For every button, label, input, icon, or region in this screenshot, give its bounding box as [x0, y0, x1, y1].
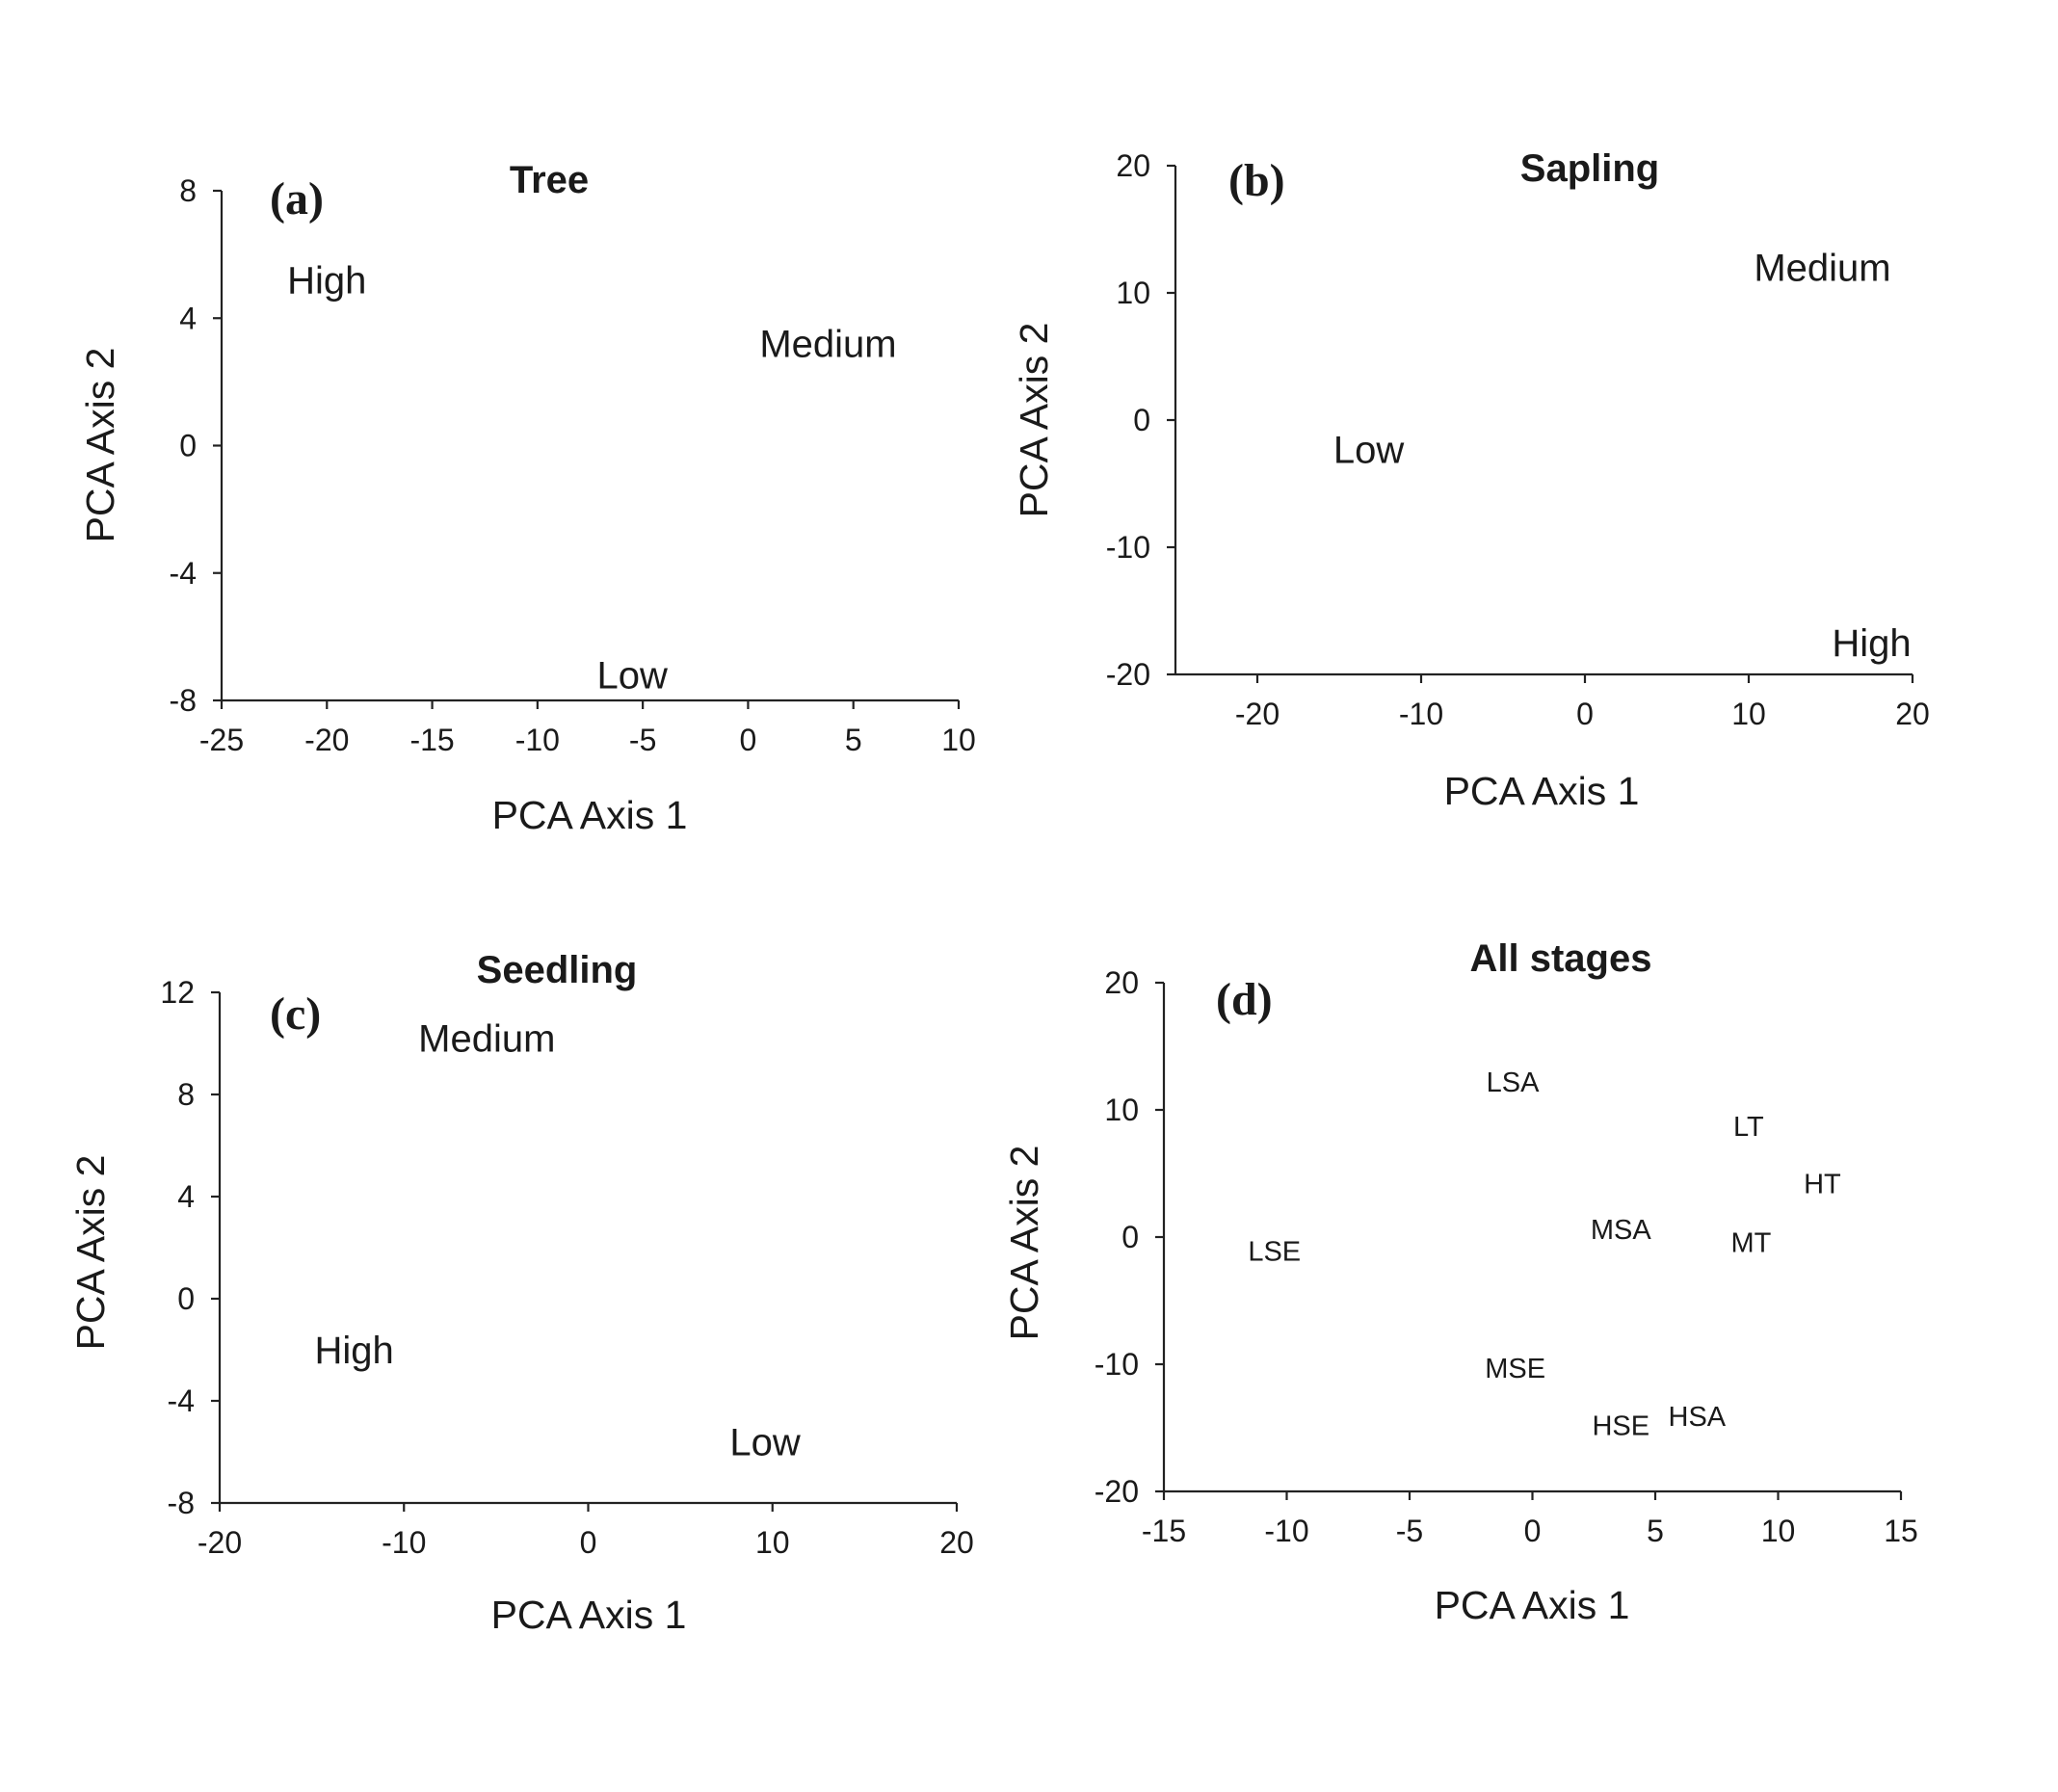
x-tick-label: -20 [1235, 697, 1280, 731]
data-point-label: Medium [759, 324, 896, 366]
x-tick-label: -15 [409, 723, 454, 757]
x-tick-label: 10 [1761, 1514, 1796, 1548]
x-tick-label: 0 [1524, 1514, 1542, 1548]
y-axis-label: PCA Axis 2 [78, 348, 122, 543]
chart-title: Tree [510, 159, 589, 201]
panel-letter: (c) [270, 988, 321, 1040]
data-point-label: LT [1733, 1112, 1764, 1143]
x-tick-label: 0 [740, 723, 757, 757]
y-tick-label: 12 [160, 975, 195, 1010]
x-tick-label: -10 [1399, 697, 1443, 731]
x-tick-label: 5 [845, 723, 862, 757]
data-point-label: MT [1731, 1227, 1772, 1258]
x-axis-label: PCA Axis 1 [492, 793, 688, 837]
data-point-label: Medium [1754, 248, 1890, 290]
data-point-label: HSE [1592, 1410, 1649, 1441]
x-tick-label: 0 [580, 1525, 597, 1560]
chart-title: Seedling [477, 949, 638, 991]
y-tick-label: -4 [170, 556, 197, 591]
x-axis-label: PCA Axis 1 [1444, 769, 1640, 813]
x-tick-label: -5 [1396, 1514, 1423, 1548]
y-tick-label: -8 [170, 683, 197, 718]
y-tick-label: 10 [1116, 276, 1150, 310]
x-tick-label: -10 [1264, 1514, 1308, 1548]
data-point-label: High [314, 1330, 393, 1372]
y-tick-label: 0 [179, 429, 197, 463]
data-point-label: High [1832, 622, 1911, 665]
x-tick-label: 10 [1731, 697, 1766, 731]
x-tick-label: -20 [198, 1525, 242, 1560]
data-point-label: MSA [1591, 1215, 1652, 1246]
y-tick-label: 0 [1133, 403, 1150, 437]
y-tick-label: -10 [1106, 530, 1150, 565]
y-axis-label: PCA Axis 2 [68, 1155, 113, 1351]
data-point-label: High [287, 260, 366, 303]
x-tick-label: 5 [1647, 1514, 1664, 1548]
y-axis-label: PCA Axis 2 [1002, 1146, 1046, 1341]
chart-panel-4: -15 -10 -5 0 5 10 15 -20 -10 0 10 20 PCA Axis 1 PCA A… [1002, 937, 1918, 1627]
panel-letter: (a) [270, 173, 324, 224]
y-tick-label: 0 [1121, 1220, 1139, 1254]
x-tick-label: 20 [1895, 697, 1930, 731]
data-point-label: HT [1804, 1170, 1841, 1200]
data-point-label: LSE [1248, 1237, 1301, 1268]
chart-panel-1: -25 -20 -15 -10 -5 0 5 10 -8 -4 0 4 8 PCA Axis 1 PCA A… [78, 159, 976, 837]
chart-panel-2: -20 -10 0 10 20 -20 -10 0 10 20 PCA Axis 1 PCA Axis… [1012, 147, 1930, 813]
y-tick-label: -20 [1106, 657, 1150, 692]
y-tick-label: -8 [168, 1486, 195, 1520]
x-axis-label: PCA Axis 1 [491, 1593, 687, 1637]
panel-letter: (b) [1228, 155, 1285, 206]
chart-panel-3: -20 -10 0 10 20 -8 -4 0 4 8 12 PCA Axis 1 PCA Axis 2… [68, 949, 974, 1637]
data-point-label: Low [1333, 429, 1404, 471]
y-tick-label: 4 [177, 1179, 195, 1214]
x-tick-label: -20 [304, 723, 349, 757]
y-tick-label: 20 [1104, 965, 1139, 1000]
x-tick-label: 15 [1884, 1514, 1918, 1548]
x-tick-label: -10 [515, 723, 560, 757]
y-tick-label: 10 [1104, 1093, 1139, 1127]
x-tick-label: -25 [199, 723, 244, 757]
x-tick-label: -15 [1142, 1514, 1186, 1548]
data-point-label: LSA [1487, 1067, 1540, 1098]
data-point-label: Low [729, 1421, 800, 1463]
x-tick-label: 20 [939, 1525, 974, 1560]
data-point-label: MSE [1485, 1354, 1545, 1384]
data-point-label: Low [597, 655, 668, 698]
data-point-label: Medium [418, 1018, 555, 1061]
panel-letter: (d) [1216, 974, 1273, 1025]
y-axis-label: PCA Axis 2 [1012, 323, 1056, 518]
x-axis-label: PCA Axis 1 [1435, 1583, 1630, 1627]
x-tick-label: 10 [755, 1525, 790, 1560]
y-tick-label: 8 [179, 173, 197, 208]
x-tick-label: 0 [1576, 697, 1594, 731]
y-tick-label: 0 [177, 1281, 195, 1316]
x-tick-label: -10 [382, 1525, 426, 1560]
x-tick-label: -5 [629, 723, 656, 757]
y-tick-label: -10 [1095, 1347, 1139, 1382]
y-tick-label: -20 [1095, 1474, 1139, 1509]
y-tick-label: 20 [1116, 148, 1150, 183]
data-point-label: HSA [1669, 1402, 1727, 1433]
chart-title: All stages [1470, 937, 1652, 980]
chart-title: Sapling [1520, 147, 1659, 190]
y-tick-label: 4 [179, 301, 197, 335]
y-tick-label: -4 [168, 1384, 195, 1418]
x-tick-label: 10 [941, 723, 976, 757]
y-tick-label: 8 [177, 1077, 195, 1112]
